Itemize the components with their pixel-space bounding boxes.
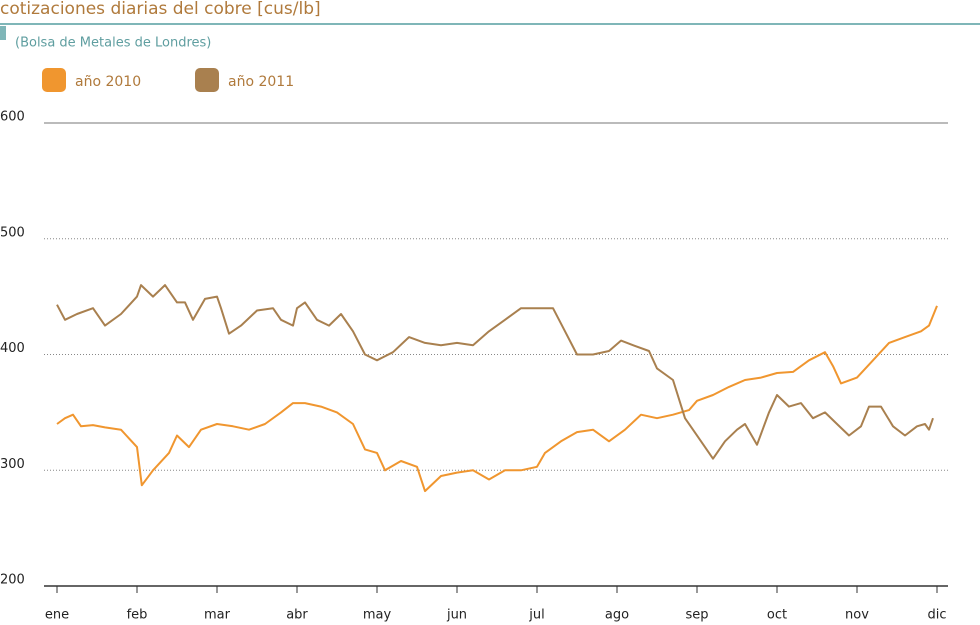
legend-swatch [195,68,219,92]
x-tick-label: ago [605,608,629,623]
y-tick-label: 600 [0,110,25,125]
x-tick-label: ene [45,608,69,623]
x-tick-label: feb [127,608,148,623]
legend-label: año 2011 [228,74,294,90]
x-tick-label: abr [286,608,308,623]
y-tick-label: 300 [0,457,25,472]
x-tick-label: mar [204,608,231,623]
y-tick-label: 200 [0,573,25,588]
x-tick-label: nov [845,608,869,623]
x-tick-label: dic [927,608,946,623]
legend-label: año 2010 [75,74,141,90]
x-tick-label: jun [446,608,467,623]
subtitle: (Bolsa de Metales de Londres) [15,36,211,51]
legend-swatch [42,68,66,92]
y-tick-label: 500 [0,225,25,240]
x-tick-label: may [363,608,392,623]
x-tick-label: sep [685,608,708,623]
series-line [56,284,934,460]
x-tick-label: oct [767,608,787,623]
chart-title: cotizaciones diarias del cobre [cus/lb] [0,0,321,19]
x-tick-label: jul [528,608,544,623]
subtitle-marker [0,26,6,40]
series-line [56,305,938,493]
y-tick-label: 400 [0,341,25,356]
